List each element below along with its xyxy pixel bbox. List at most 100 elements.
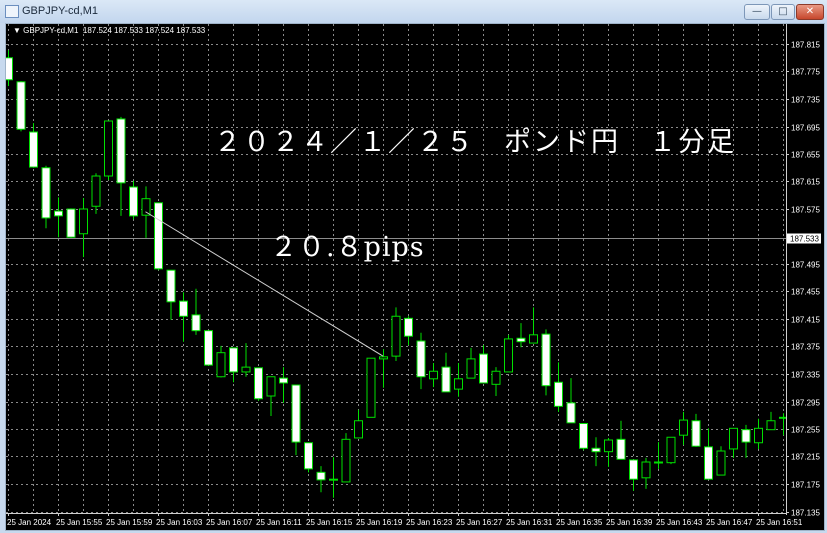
- candle-bullish: [241, 366, 251, 373]
- candle-bearish: [541, 333, 551, 387]
- chart-area[interactable]: [5, 23, 825, 531]
- candle-bearish: [291, 384, 301, 443]
- time-axis-label: 25 Jan 16:31: [506, 518, 553, 527]
- candle-bullish: [366, 357, 376, 418]
- time-axis-label: 25 Jan 16:35: [556, 518, 603, 527]
- price-axis-label: 187.615: [791, 178, 820, 187]
- candle-bullish: [141, 198, 151, 216]
- close-icon: ✕: [805, 6, 815, 17]
- candle-bearish: [41, 167, 51, 219]
- candle-bearish: [54, 210, 63, 217]
- candle-bearish: [691, 420, 701, 447]
- time-axis-label: 25 Jan 16:43: [656, 518, 703, 527]
- chart-header: ▼ GBPJPY-cd,M1 187.524 187.533 187.524 1…: [13, 26, 205, 35]
- price-axis-label: 187.295: [791, 399, 820, 408]
- candle-bearish: [416, 340, 426, 378]
- price-axis-label: 187.375: [791, 343, 820, 352]
- candle-bearish: [479, 353, 488, 384]
- candle-bearish: [204, 330, 213, 366]
- candle-bearish: [116, 118, 126, 184]
- bid-price-label-box: [787, 233, 821, 244]
- chart-window-icon: [5, 5, 19, 18]
- time-axis-label: 25 Jan 16:15: [306, 518, 353, 527]
- price-axis-label: 187.215: [791, 453, 820, 462]
- candle-bearish: [229, 347, 238, 373]
- candle-bearish: [191, 314, 201, 332]
- candle-bullish: [504, 338, 513, 373]
- minimize-button[interactable]: —: [744, 4, 770, 20]
- candle-bullish: [266, 376, 276, 397]
- candle-bearish: [629, 459, 638, 480]
- candle-bearish: [404, 317, 413, 337]
- candle-bearish: [304, 442, 313, 470]
- candle-bearish: [154, 202, 163, 270]
- price-axis-label: 187.135: [791, 509, 820, 518]
- candle-bullish: [429, 370, 438, 380]
- candle-bearish: [66, 208, 76, 238]
- price-axis-label: 187.695: [791, 124, 820, 133]
- maximize-icon: □: [778, 6, 788, 17]
- price-axis-label: 187.815: [791, 41, 820, 50]
- candle-bearish: [441, 366, 451, 393]
- candle-bullish: [654, 461, 663, 464]
- candle-bullish: [91, 175, 101, 207]
- time-axis-label: 25 Jan 16:27: [456, 518, 503, 527]
- time-axis-label: 25 Jan 16:11: [256, 518, 302, 527]
- candle-bullish: [779, 416, 786, 419]
- time-axis-label: 25 Jan 2024: [7, 518, 52, 527]
- candle-bearish: [704, 446, 713, 480]
- price-axis-label: 187.255: [791, 426, 820, 435]
- bid-price-label: 187.533: [790, 235, 819, 244]
- pips-annotation[interactable]: ２０.８pips: [270, 232, 425, 263]
- candle-bullish: [454, 378, 463, 390]
- close-button[interactable]: ✕: [796, 4, 824, 20]
- time-axis-label: 25 Jan 16:19: [356, 518, 403, 527]
- time-axis-label: 25 Jan 16:47: [706, 518, 753, 527]
- candle-bearish: [579, 423, 588, 449]
- trendline[interactable]: [145, 211, 384, 357]
- candle-bearish: [554, 381, 563, 407]
- price-axis-label: 187.655: [791, 151, 820, 160]
- dropdown-triangle-icon[interactable]: ▼: [13, 26, 24, 35]
- price-axis-label: 187.415: [791, 316, 820, 325]
- candle-bearish: [279, 377, 288, 384]
- price-axis-label: 187.735: [791, 96, 820, 105]
- time-axis-label: 25 Jan 16:39: [606, 518, 653, 527]
- candle-bullish: [104, 120, 113, 177]
- price-axis-label: 187.495: [791, 261, 820, 270]
- candle-bearish: [29, 131, 38, 168]
- candle-bearish: [316, 471, 326, 481]
- time-axis-label: 25 Jan 16:51: [756, 518, 803, 527]
- candle-bullish: [329, 478, 338, 481]
- candle-bearish: [516, 337, 526, 343]
- time-axis-label: 25 Jan 16:07: [206, 518, 253, 527]
- candle-bearish: [566, 402, 576, 424]
- candle-bullish: [354, 420, 363, 439]
- candle-bullish: [604, 439, 613, 453]
- candle-bullish: [729, 427, 738, 450]
- price-axis-label: 187.455: [791, 288, 820, 297]
- chart-title-annotation[interactable]: ２０２４／１／２５ ポンド円 １分足: [214, 127, 736, 158]
- candle-bullish: [391, 315, 401, 357]
- candle-bullish: [491, 370, 501, 385]
- window-titlebar[interactable]: GBPJPY-cd,M1 — □ ✕: [0, 0, 827, 23]
- price-axis-label: 187.175: [791, 481, 820, 490]
- candle-bearish: [179, 300, 188, 317]
- minimize-icon: —: [752, 6, 762, 17]
- candle-bearish: [166, 269, 176, 303]
- candle-bullish: [679, 419, 688, 436]
- candle-bearish: [254, 367, 263, 400]
- time-axis-label: 25 Jan 16:03: [156, 518, 203, 527]
- candles-group: [6, 50, 786, 498]
- maximize-button[interactable]: □: [771, 4, 795, 20]
- price-axis-label: 187.775: [791, 68, 820, 77]
- candle-bearish: [6, 57, 13, 81]
- window-title: GBPJPY-cd,M1: [22, 5, 99, 17]
- time-axis-label: 25 Jan 16:23: [406, 518, 453, 527]
- candle-bullish: [754, 427, 763, 444]
- chart-ohlc-readout: 187.524 187.533 187.524 187.533: [82, 26, 206, 35]
- candle-bearish: [16, 81, 26, 130]
- candle-bullish: [666, 436, 676, 464]
- time-axis-label: 25 Jan 15:59: [106, 518, 153, 527]
